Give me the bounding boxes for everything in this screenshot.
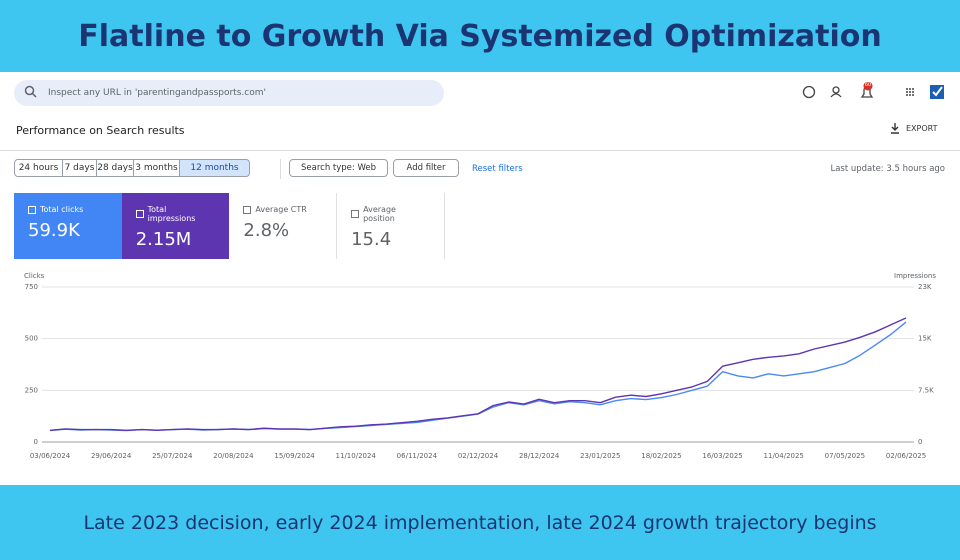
checkbox [243,205,252,214]
search-type-label: Search type: Web [301,163,376,173]
checkbox [135,210,144,218]
x-tick-label: 16/03/2025 [702,452,742,460]
add-filter-button[interactable]: Add filter [393,159,459,177]
card-label: Average position [363,205,396,223]
metric-card[interactable]: Average CTR 2.8% [229,193,338,259]
card-header: Total clicks [28,205,108,214]
metric-card[interactable]: Total impressions 2.15M [121,193,230,259]
export-label: EXPORT [906,124,938,133]
card-header: Average CTR [243,205,322,214]
add-filter-label: Add filter [406,163,446,173]
date-range-group: 24 hours 7 days 28 days 3 months 12 months [14,159,250,177]
x-tick-label: 29/06/2024 [91,452,132,460]
last-update: Last update: 3.5 hours ago [830,164,945,174]
y2-tick-label: 23K [918,283,932,291]
x-tick-label: 07/05/2025 [825,452,865,460]
screenshot [0,72,960,485]
card-label: Total impressions [147,205,196,223]
series-line [49,317,907,431]
search-type-button[interactable]: Search type: Web [289,159,388,177]
card-label: Average CTR [255,205,307,214]
range-button[interactable]: 12 months [179,159,250,177]
search-placeholder: Inspect any URL in 'parentingandpassport… [48,88,266,98]
y2-tick-label: 7.5K [918,386,934,394]
x-tick-label: 20/08/2024 [213,452,254,460]
y-tick-label: 500 [25,335,38,343]
card-header: Total impressions [135,205,216,223]
checkbox [28,205,36,214]
search-bar[interactable]: Inspect any URL in 'parentingandpassport… [14,80,444,106]
x-tick-label: 25/07/2024 [152,452,193,460]
y-axis-label: Clicks [24,272,45,280]
y2-tick-label: 0 [918,438,922,446]
range-label: 12 months [190,163,239,173]
divider [280,159,281,179]
range-label: 7 days [64,163,95,173]
x-tick-label: 02/12/2024 [458,452,499,460]
notification-badge: 60 [864,82,872,88]
card-value: 2.8% [243,220,290,241]
x-tick-label: 02/06/2025 [886,452,926,460]
reset-filters[interactable]: Reset filters [472,164,523,174]
page-header [0,112,960,151]
export-button[interactable]: EXPORT [890,123,938,134]
x-tick-label: 28/12/2024 [519,452,560,460]
range-label: 28 days [97,163,133,173]
y2-tick-label: 15K [918,335,932,343]
y-tick-label: 250 [25,386,38,394]
footer-caption: Late 2023 decision, early 2024 implement… [0,485,960,560]
x-tick-label: 11/04/2025 [764,452,804,460]
range-label: 24 hours [18,163,59,173]
range-label: 3 months [135,163,178,173]
range-button[interactable]: 28 days [96,159,134,177]
x-tick-label: 15/09/2024 [274,452,315,460]
y2-axis-label: Impressions [894,272,936,280]
card-value: 59.9K [28,220,80,241]
search-icon [24,85,37,98]
banner-title: Flatline to Growth Via Systemized Optimi… [0,0,960,72]
card-value: 2.15M [135,229,192,250]
top-icons [802,82,944,99]
metric-card[interactable]: Total clicks 59.9K [14,193,122,259]
x-tick-label: 18/02/2025 [641,452,681,460]
x-tick-label: 11/10/2024 [336,452,377,460]
range-button[interactable]: 7 days [62,159,97,177]
card-label: Total clicks [40,205,84,214]
x-tick-label: 23/01/2025 [580,452,620,460]
checkbox [351,210,360,218]
x-tick-label: 06/11/2024 [397,452,438,460]
x-tick-label: 03/06/2024 [30,452,71,460]
page-title: Performance on Search results [16,124,185,137]
y-tick-label: 0 [34,438,38,446]
metric-card[interactable]: Average position 15.4 [337,193,446,259]
card-value: 15.4 [351,229,392,250]
y-tick-label: 750 [25,283,38,291]
card-header: Average position [351,205,430,223]
export-icon [891,123,899,134]
